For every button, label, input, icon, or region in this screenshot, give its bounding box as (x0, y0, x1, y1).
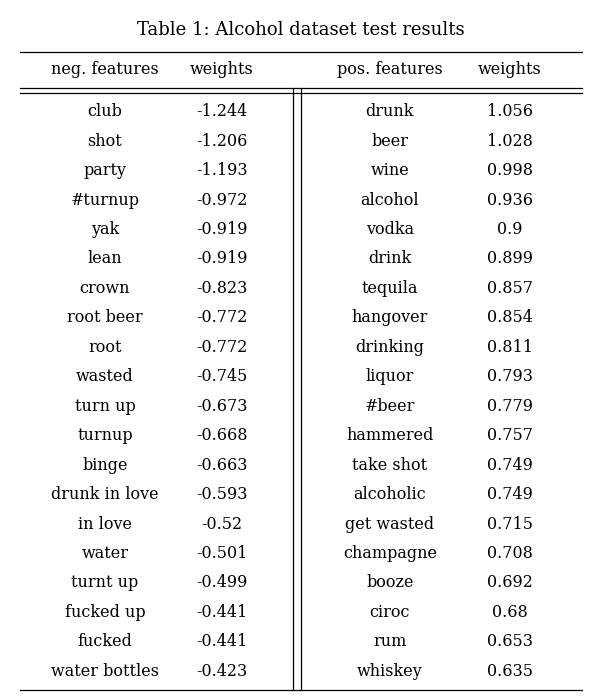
Text: -0.441: -0.441 (196, 634, 247, 650)
Text: ciroc: ciroc (370, 604, 410, 621)
Text: take shot: take shot (352, 456, 427, 474)
Text: 0.936: 0.936 (487, 192, 533, 209)
Text: 1.056: 1.056 (487, 103, 533, 120)
Text: -0.772: -0.772 (196, 339, 247, 356)
Text: 0.68: 0.68 (492, 604, 528, 621)
Text: binge: binge (82, 456, 128, 474)
Text: water bottles: water bottles (51, 663, 159, 680)
Text: 0.9: 0.9 (497, 221, 523, 238)
Text: fucked: fucked (78, 634, 132, 650)
Text: -1.206: -1.206 (196, 133, 247, 150)
Text: -0.499: -0.499 (196, 575, 247, 592)
Text: -0.919: -0.919 (196, 251, 248, 267)
Text: 0.857: 0.857 (487, 280, 533, 297)
Text: shot: shot (88, 133, 122, 150)
Text: -0.593: -0.593 (196, 486, 248, 503)
Text: -0.52: -0.52 (202, 515, 243, 533)
Text: 0.899: 0.899 (487, 251, 533, 267)
Text: booze: booze (366, 575, 414, 592)
Text: crown: crown (79, 280, 130, 297)
Text: 0.757: 0.757 (487, 427, 533, 444)
Text: 0.779: 0.779 (487, 398, 533, 414)
Text: water: water (81, 545, 128, 562)
Text: lean: lean (88, 251, 122, 267)
Text: club: club (87, 103, 122, 120)
Text: -0.772: -0.772 (196, 309, 247, 326)
Text: get wasted: get wasted (346, 515, 435, 533)
Text: drink: drink (368, 251, 412, 267)
Text: 0.692: 0.692 (487, 575, 533, 592)
Text: 0.635: 0.635 (487, 663, 533, 680)
Text: -0.423: -0.423 (196, 663, 247, 680)
Text: turn up: turn up (75, 398, 135, 414)
Text: -0.919: -0.919 (196, 221, 248, 238)
Text: pos. features: pos. features (337, 62, 443, 78)
Text: beer: beer (371, 133, 409, 150)
Text: turnup: turnup (77, 427, 133, 444)
Text: party: party (84, 162, 126, 179)
Text: 0.811: 0.811 (487, 339, 533, 356)
Text: alcoholic: alcoholic (353, 486, 426, 503)
Text: -1.193: -1.193 (196, 162, 248, 179)
Text: -1.244: -1.244 (196, 103, 247, 120)
Text: drinking: drinking (356, 339, 424, 356)
Text: 0.708: 0.708 (487, 545, 533, 562)
Text: weights: weights (478, 62, 542, 78)
Text: -0.668: -0.668 (196, 427, 248, 444)
Text: tequila: tequila (362, 280, 418, 297)
Text: rum: rum (373, 634, 407, 650)
Text: fucked up: fucked up (64, 604, 145, 621)
Text: -0.972: -0.972 (196, 192, 247, 209)
Text: weights: weights (190, 62, 254, 78)
Text: -0.501: -0.501 (196, 545, 247, 562)
Text: vodka: vodka (366, 221, 414, 238)
Text: -0.745: -0.745 (196, 368, 247, 385)
Text: 1.028: 1.028 (487, 133, 533, 150)
Text: drunk: drunk (366, 103, 414, 120)
Text: -0.673: -0.673 (196, 398, 248, 414)
Text: root: root (88, 339, 122, 356)
Text: drunk in love: drunk in love (51, 486, 159, 503)
Text: 0.653: 0.653 (487, 634, 533, 650)
Text: alcohol: alcohol (361, 192, 420, 209)
Text: root beer: root beer (67, 309, 143, 326)
Text: hammered: hammered (346, 427, 433, 444)
Text: 0.749: 0.749 (487, 456, 533, 474)
Text: whiskey: whiskey (357, 663, 423, 680)
Text: turnt up: turnt up (72, 575, 138, 592)
Text: yak: yak (91, 221, 119, 238)
Text: liquor: liquor (366, 368, 414, 385)
Text: 0.998: 0.998 (487, 162, 533, 179)
Text: #beer: #beer (365, 398, 415, 414)
Text: wine: wine (371, 162, 409, 179)
Text: 0.749: 0.749 (487, 486, 533, 503)
Text: Table 1: Alcohol dataset test results: Table 1: Alcohol dataset test results (137, 21, 465, 39)
Text: -0.441: -0.441 (196, 604, 247, 621)
Text: #turnup: #turnup (70, 192, 140, 209)
Text: hangover: hangover (352, 309, 428, 326)
Text: champagne: champagne (343, 545, 437, 562)
Text: 0.793: 0.793 (487, 368, 533, 385)
Text: -0.823: -0.823 (196, 280, 247, 297)
Text: 0.715: 0.715 (487, 515, 533, 533)
Text: wasted: wasted (76, 368, 134, 385)
Text: -0.663: -0.663 (196, 456, 248, 474)
Text: neg. features: neg. features (51, 62, 159, 78)
Text: in love: in love (78, 515, 132, 533)
Text: 0.854: 0.854 (487, 309, 533, 326)
